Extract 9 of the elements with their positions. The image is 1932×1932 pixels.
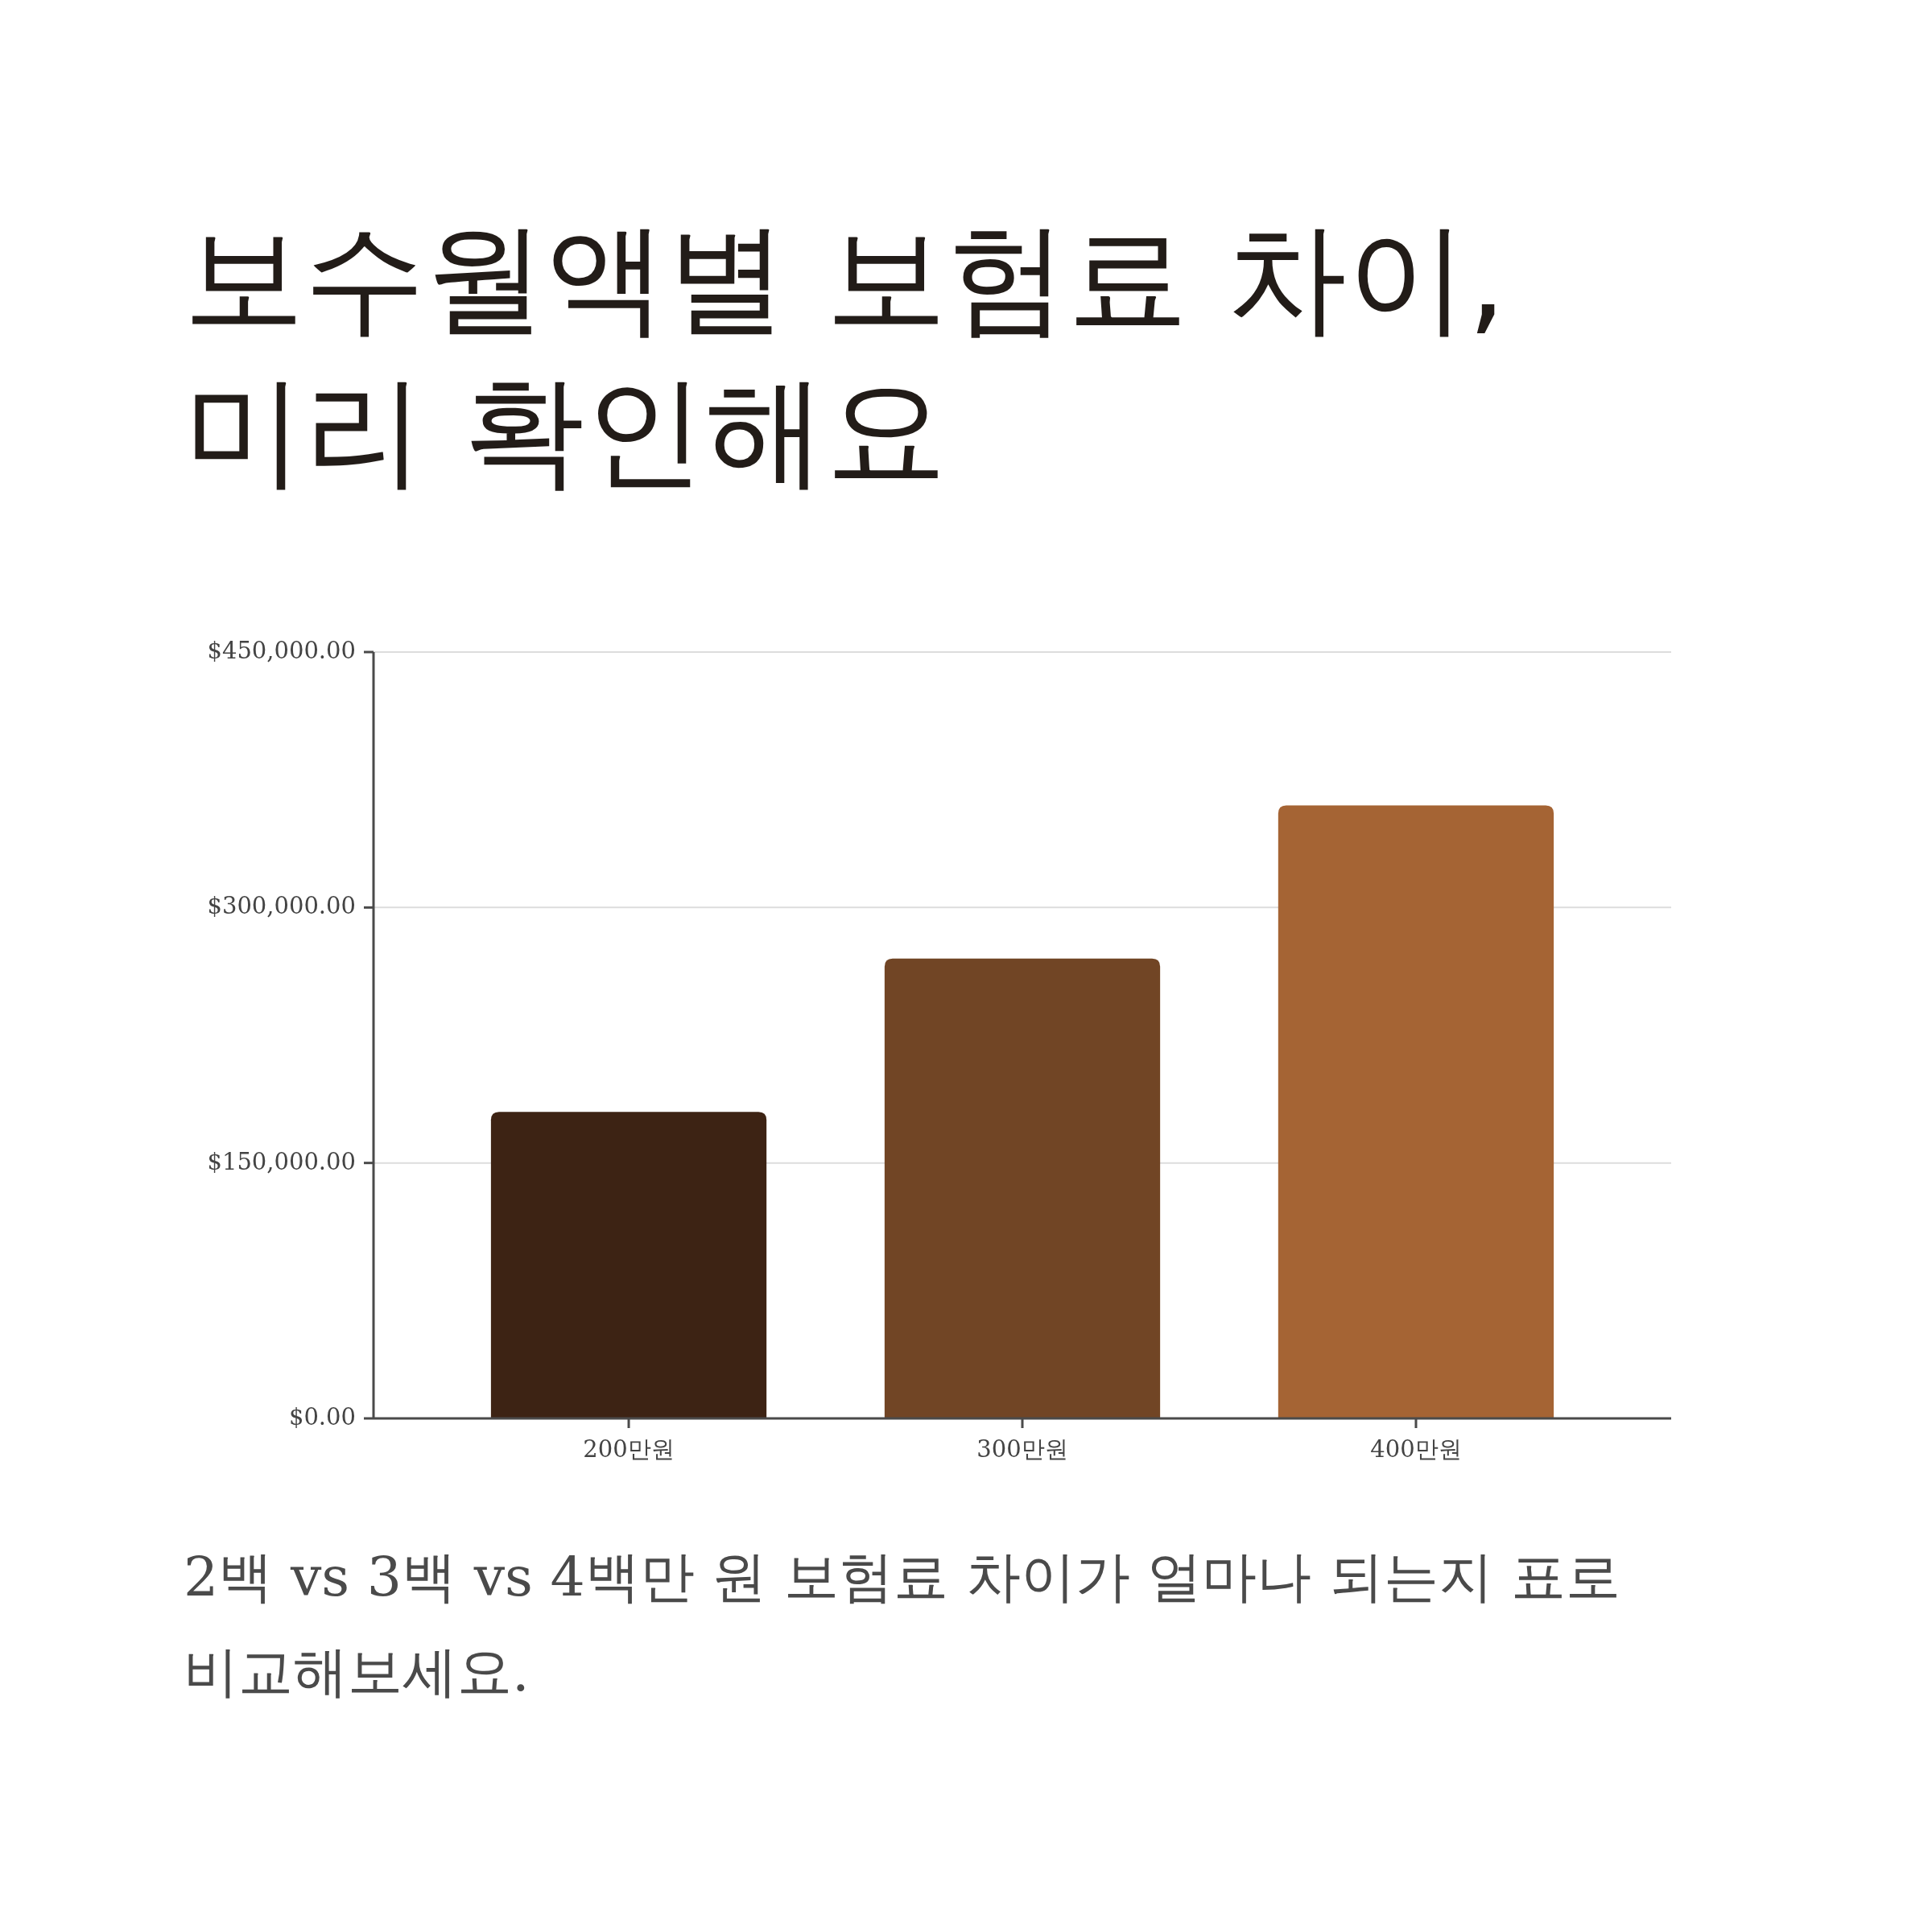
x-tick-label: 300만원 (976, 1435, 1068, 1463)
text: 2백 vs 3백 vs 4백만 원 보험료 차이가 얼마나 되는지 표로 비교해보세요. (184, 1544, 1621, 1705)
x-tick-label: 200만원 (583, 1435, 675, 1463)
chart-title: 보수월액별 보험료 차이, 미리 확인해요 (184, 207, 1508, 502)
x-tick-label: 400만원 (1370, 1435, 1462, 1463)
y-tick-label: $0.00 (288, 1403, 356, 1430)
y-tick-label: $150,000.00 (207, 1147, 356, 1175)
y-tick-label: $450,000.00 (207, 637, 356, 664)
y-tick-label: $300,000.00 (207, 892, 356, 920)
